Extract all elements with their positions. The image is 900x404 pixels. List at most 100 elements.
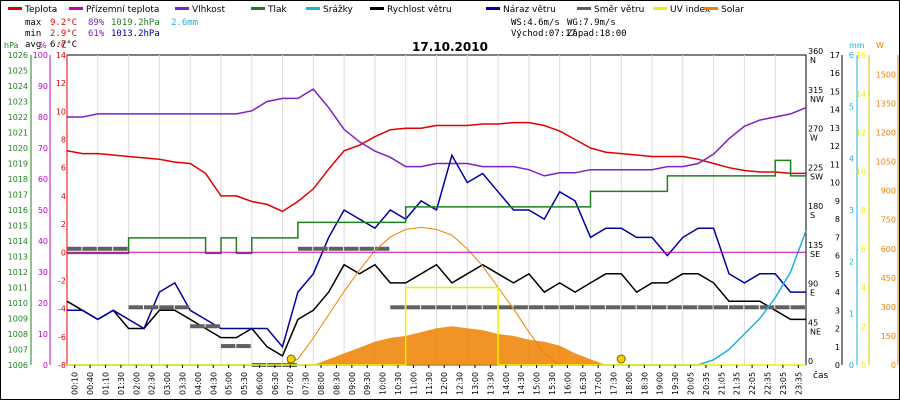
axis-tick-pct: 10 [38,330,48,339]
series-mark-dir [174,305,190,310]
series-mark-dir [220,344,236,349]
x-tick-label: 14:30 [517,372,526,395]
axis-tick-pct: 40 [38,237,48,246]
series-mark-dir [374,246,390,251]
axis-tick-pct: 80 [38,113,48,122]
x-axis-label: čas [813,370,828,381]
x-tick-label: 03:00 [163,372,172,395]
series-mark-dir [67,246,82,251]
axis-tick-hpa: 1024 [8,82,28,91]
series-mark-dir [575,305,590,310]
x-tick-label: 22:35 [764,372,773,395]
series-mark-dir [667,305,682,310]
x-tick-label: 07:30 [302,372,311,395]
axis-tick-dir: 90 [808,280,818,289]
axis-tick-mm: 3 [849,206,854,215]
axis-tick-uv: 2 [861,322,866,331]
axis-tick-w: 0 [891,361,896,370]
axis-tick-hpa: 1012 [8,268,28,277]
axis-tick-hpa: 1006 [8,361,28,370]
series-mark-dir [759,305,775,310]
unit-w: W [876,41,884,50]
stat-min-press: 1013.2hPa [111,29,160,39]
axis-tick-dir-name: S [810,211,815,220]
axis-tick-temp: -2 [58,276,66,285]
x-tick-label: 20:05 [687,372,696,395]
axis-tick-mm: 4 [849,154,854,163]
series-mark-dir [390,305,405,310]
series-area-solar_meas [67,326,806,365]
axis-tick-mm: 5 [849,103,854,112]
x-tick-label: 21:35 [733,372,742,395]
x-tick-label: 13:30 [486,372,495,395]
x-tick-label: 22:05 [748,372,757,395]
axis-tick-ms: 16 [830,69,840,78]
x-tick-label: 15:00 [533,372,542,395]
series-mark-dir [713,305,729,310]
x-tick-label: 18:30 [640,372,649,395]
series-mark-dir [328,246,344,251]
axis-tick-w: 1500 [876,70,896,79]
x-tick-label: 04:30 [209,372,218,395]
axis-tick-temp: 12 [56,79,66,88]
axis-tick-hpa: 1025 [8,67,28,76]
axis-tick-mm: 2 [849,258,854,267]
stat-min-temp: 2.9°C [50,29,77,39]
axis-tick-ms: 0 [835,361,840,370]
axis-tick-temp: -8 [58,361,66,370]
x-tick-label: 08:00 [317,372,326,395]
legend-swatch-solar [704,7,718,10]
axis-tick-hpa: 1022 [8,113,28,122]
axis-tick-dir: 315 [808,86,823,95]
axis-tick-ms: 7 [835,233,840,242]
axis-tick-hpa: 1019 [8,160,28,169]
axis-tick-pct: 90 [38,82,48,91]
series-mark-dir [498,305,513,310]
series-mark-dir [621,305,636,310]
axis-tick-uv: 10 [856,167,866,176]
axis-tick-ms: 11 [830,160,840,169]
x-tick-label: 09:00 [348,372,357,395]
axis-tick-temp: 10 [56,107,66,116]
axis-tick-w: 300 [881,303,896,312]
series-mark-dir [513,305,528,310]
series-mark-dir [421,305,436,310]
x-tick-label: 01:30 [117,372,126,395]
axis-tick-hpa: 1007 [8,346,28,355]
x-tick-label: 04:00 [194,372,203,395]
x-tick-label: 10:00 [379,372,388,395]
x-tick-label: 02:30 [148,372,157,395]
series-mark-dir [313,246,328,251]
x-tick-label: 23:05 [779,372,788,395]
series-mark-dir [528,305,544,310]
stats-block: max 9.2°C 89% 1019.2hPa 2.6mm min 2.9°C … [25,18,627,50]
axis-tick-pct: 30 [38,268,48,277]
x-tick-label: 11:00 [409,372,418,395]
axis-tick-uv: 6 [861,245,866,254]
legend-swatch-hum [175,7,189,10]
x-tick-label: 15:30 [548,372,557,395]
series-mark-dir [159,305,174,310]
axis-tick-hpa: 1016 [8,206,28,215]
series-mark-dir [97,246,113,251]
x-tick-label: 12:30 [456,372,465,395]
series-mark-dir [359,246,374,251]
stat-max-hum: 89% [88,18,105,28]
axis-tick-hpa: 1023 [8,98,28,107]
axis-tick-temp: 8 [61,136,66,145]
x-tick-label: 19:00 [656,372,665,395]
unit-hpa: hPa [4,41,19,50]
series-mark-dir [143,305,159,310]
series-mark-dir [559,305,575,310]
legend-label-rain: Srážky [323,5,354,15]
series-mark-dir [128,305,143,310]
series-line-ws [66,263,806,357]
stat-min-hum: 61% [88,29,105,39]
x-tick-label: 19:30 [671,372,680,395]
legend-label-press: Tlak [267,5,288,15]
axis-tick-hpa: 1015 [8,222,28,231]
x-tick-label: 05:30 [240,372,249,395]
series-layer [66,88,807,367]
legend-label-uv: UV index [670,5,711,15]
x-axis: 00:10 00:40 01:10 01:30 02:00 02:30 03:00 03:30… [71,365,803,395]
